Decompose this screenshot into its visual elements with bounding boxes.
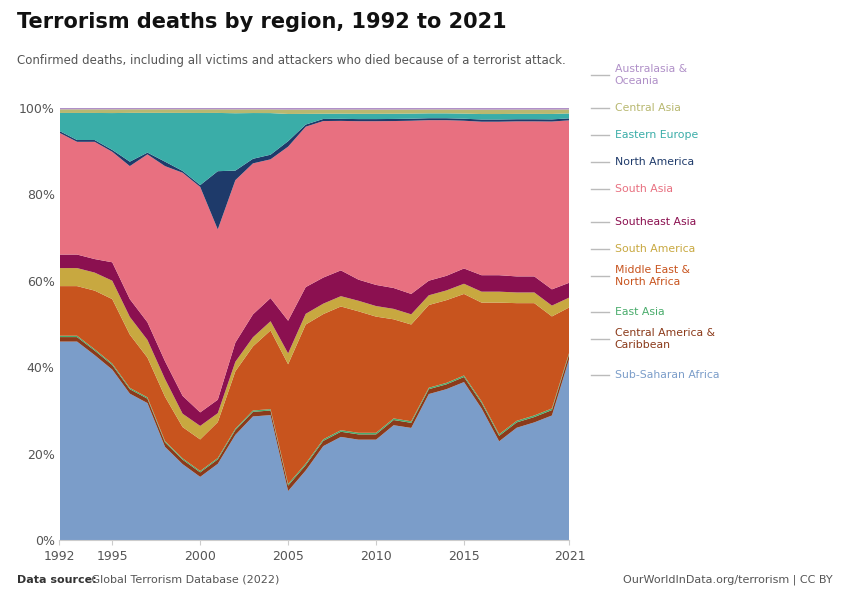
Text: Global Terrorism Database (2022): Global Terrorism Database (2022) [88, 575, 279, 585]
Text: OurWorldInData.org/terrorism | CC BY: OurWorldInData.org/terrorism | CC BY [623, 575, 833, 585]
Text: Data source:: Data source: [17, 575, 97, 585]
Text: Central Asia: Central Asia [615, 103, 680, 113]
Text: Central America &
Caribbean: Central America & Caribbean [615, 328, 715, 350]
Text: Eastern Europe: Eastern Europe [615, 130, 698, 140]
Text: Sub-Saharan Africa: Sub-Saharan Africa [615, 370, 719, 380]
Text: Our World
in Data: Our World in Data [740, 19, 807, 47]
Text: Middle East &
North Africa: Middle East & North Africa [615, 265, 689, 287]
Text: South Asia: South Asia [615, 184, 672, 194]
Text: North America: North America [615, 157, 694, 167]
Text: South America: South America [615, 244, 694, 254]
Text: Australasia &
Oceania: Australasia & Oceania [615, 64, 687, 86]
Text: Terrorism deaths by region, 1992 to 2021: Terrorism deaths by region, 1992 to 2021 [17, 12, 507, 32]
Text: Southeast Asia: Southeast Asia [615, 217, 696, 227]
Text: East Asia: East Asia [615, 307, 664, 317]
Text: Confirmed deaths, including all victims and attackers who died because of a terr: Confirmed deaths, including all victims … [17, 54, 566, 67]
